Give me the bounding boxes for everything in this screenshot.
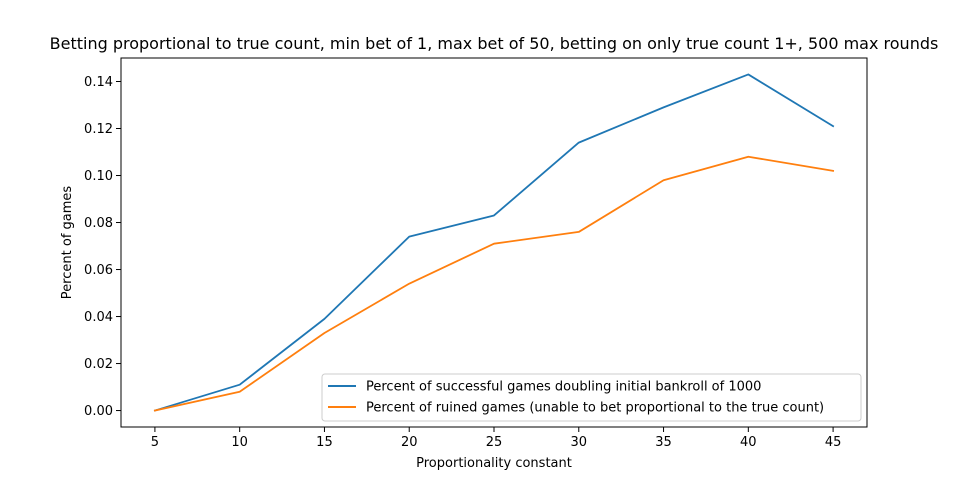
x-tick-label: 30 xyxy=(570,435,587,450)
y-tick-label: 0.14 xyxy=(84,75,113,90)
x-tick-label: 40 xyxy=(740,435,757,450)
x-tick-label: 25 xyxy=(486,435,503,450)
x-tick-label: 15 xyxy=(316,435,333,450)
y-tick-label: 0.02 xyxy=(84,357,113,372)
legend-box xyxy=(321,373,862,422)
legend-label-ruined: Percent of ruined games (unable to bet p… xyxy=(366,401,824,416)
legend-label-successful: Percent of successful games doubling ini… xyxy=(366,380,761,395)
y-axis-ticks: 0.00 0.02 0.04 0.06 0.08 0.10 0.12 0.14 xyxy=(84,75,121,419)
y-tick-label: 0.04 xyxy=(84,310,113,325)
x-tick-label: 20 xyxy=(401,435,418,450)
x-axis-label: Proportionality constant xyxy=(416,456,572,471)
y-tick-label: 0.08 xyxy=(84,216,113,231)
x-tick-label: 45 xyxy=(825,435,842,450)
legend: Percent of successful games doubling ini… xyxy=(321,373,862,422)
x-tick-label: 35 xyxy=(655,435,672,450)
x-axis-ticks: 5 10 15 20 25 30 35 40 45 xyxy=(151,427,842,450)
series-line-0 xyxy=(153,73,835,412)
y-tick-label: 0.06 xyxy=(84,263,113,278)
series-layer xyxy=(153,73,835,412)
y-tick-label: 0.10 xyxy=(84,169,113,184)
y-tick-label: 0.00 xyxy=(84,404,113,419)
x-tick-label: 5 xyxy=(151,435,159,450)
x-tick-label: 10 xyxy=(231,435,248,450)
chart-title: Betting proportional to true count, min … xyxy=(50,34,939,53)
plot-frame xyxy=(120,57,868,428)
y-tick-label: 0.12 xyxy=(84,122,113,137)
y-axis-label: Percent of games xyxy=(60,186,75,300)
